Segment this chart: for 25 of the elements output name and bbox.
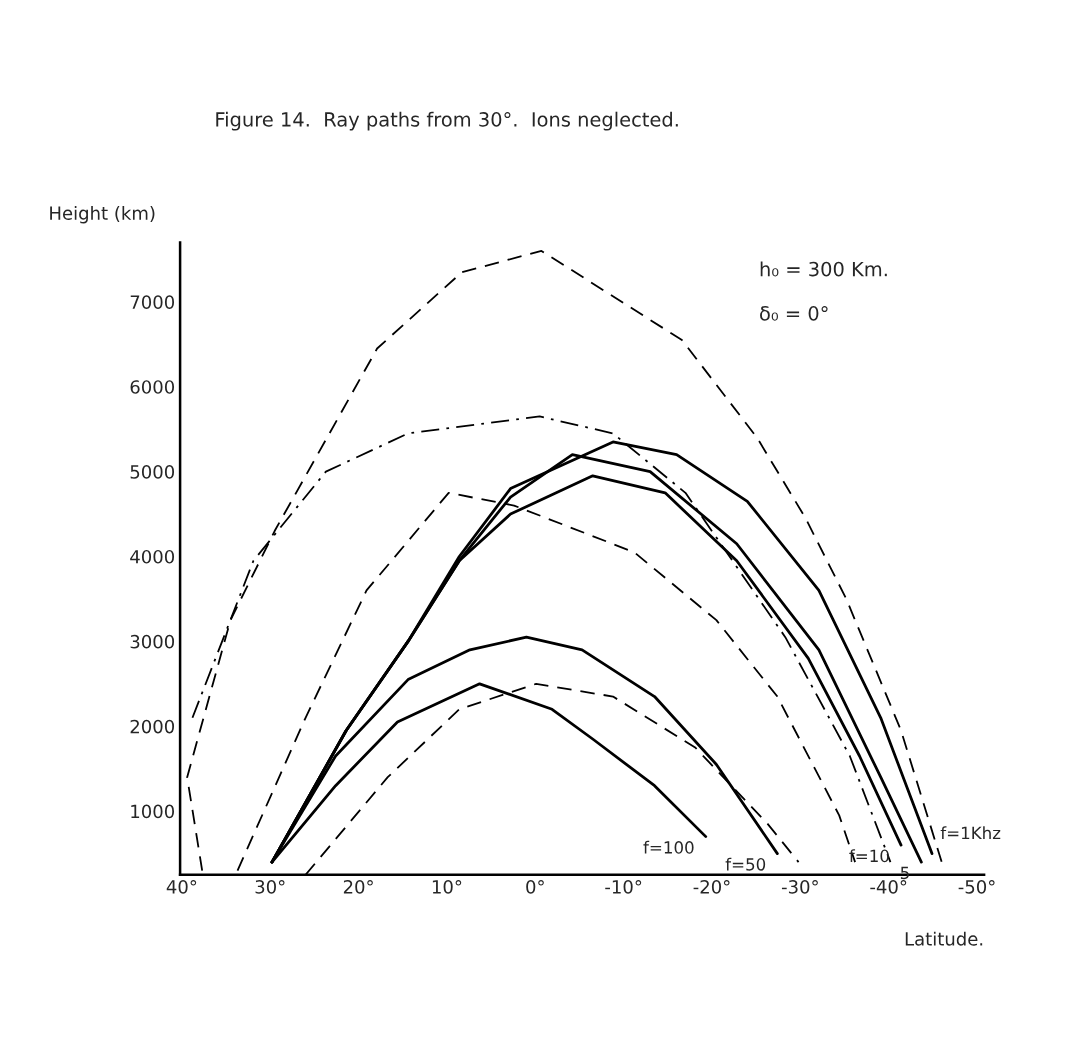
y-tick-label: 6000 <box>130 380 175 394</box>
series-label: f=50 <box>725 857 766 871</box>
y-tick-label: 2000 <box>130 719 175 734</box>
y-tick-label: 1000 <box>131 804 175 819</box>
x-tick-label: -40° <box>870 880 907 894</box>
y-tick-label: 7000 <box>130 295 175 309</box>
x-axis-title: Latitude. <box>905 931 983 946</box>
annotation: h₀ = 300 Km. <box>760 261 887 277</box>
chart-title: Figure 14. Ray paths from 30°. Ions neglected. <box>216 111 678 131</box>
y-tick-label: 3000 <box>130 634 175 649</box>
x-tick-label: 10° <box>432 880 462 894</box>
x-tick-label: 40° <box>166 880 197 894</box>
x-tick-label: -50° <box>958 880 995 894</box>
y-tick-label: 5000 <box>130 465 175 479</box>
y-axis-title: Height (km) <box>50 205 155 224</box>
x-tick-label: 20° <box>343 880 373 894</box>
annotation: δ₀ = 0° <box>760 306 828 321</box>
x-tick-label: -30° <box>781 880 818 894</box>
series-label: f=1Khz <box>940 826 1001 840</box>
x-tick-label: -10° <box>605 880 642 894</box>
x-tick-label: -20° <box>693 880 730 894</box>
x-tick-label: 30° <box>255 880 285 894</box>
x-tick-label: 0° <box>526 880 544 894</box>
y-tick-label: 4000 <box>130 549 175 564</box>
series-label: f=100 <box>643 840 694 854</box>
